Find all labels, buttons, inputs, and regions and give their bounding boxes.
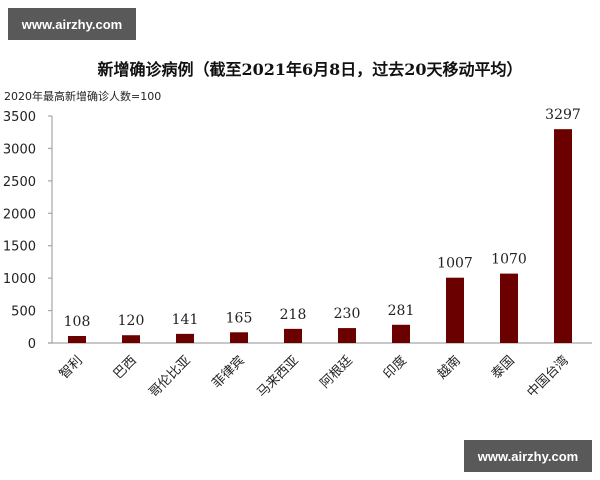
bar-value-label: 230 [334,306,361,322]
bar [446,277,464,343]
x-category-label: 中国台湾 [524,353,572,401]
bar [230,332,248,343]
watermark-bottom-right: www.airzhy.com [464,440,592,472]
x-category-label: 马来西亚 [254,353,301,400]
bar-value-label: 281 [388,303,415,319]
bar [554,129,572,343]
bar [176,333,194,343]
chart-subtitle-note: 2020年最高新增确诊人数=100 [4,90,162,103]
x-category-label: 智利 [57,353,86,382]
y-tick-label: 2500 [3,175,36,190]
bar-value-label: 1070 [491,252,527,268]
x-category-label: 越南 [434,353,464,383]
bar-value-label: 120 [118,313,145,329]
bar-value-label: 141 [172,312,199,328]
bar-value-label: 1007 [437,256,473,272]
y-tick-label: 500 [11,305,36,320]
chart-title: 新增确诊病例（截至2021年6月8日，过去20天移动平均） [97,60,523,79]
bar [284,328,302,343]
bar [68,335,86,343]
x-category-label: 菲律宾 [209,353,248,392]
bar [338,328,356,343]
y-tick-label: 3000 [3,142,36,157]
bar-value-label: 218 [280,307,307,323]
x-category-label: 哥伦比亚 [146,353,193,400]
bar [500,273,518,343]
bar-value-label: 3297 [545,107,581,123]
y-tick-label: 1500 [3,240,36,255]
x-category-label: 泰国 [489,353,518,382]
y-tick-label: 3500 [3,110,36,125]
bar-value-label: 108 [64,314,91,330]
x-category-label: 巴西 [111,353,140,382]
chart-bars: 108 智利 120 巴西 141 哥伦比亚 165 菲律宾 218 马来西亚 230 阿根廷 281 印… [57,107,581,400]
y-tick-label: 2000 [3,207,36,222]
y-tick-label: 0 [28,337,36,352]
chart-axes: 0 500 1000 1500 2000 2500 3000 3500 [3,110,592,352]
bar [122,335,140,343]
watermark-top-left: www.airzhy.com [8,8,136,40]
x-category-label: 阿根廷 [318,353,356,391]
y-tick-label: 1000 [3,272,36,287]
x-category-label: 印度 [380,353,410,383]
bar-value-label: 165 [226,310,253,326]
bar [392,324,410,343]
